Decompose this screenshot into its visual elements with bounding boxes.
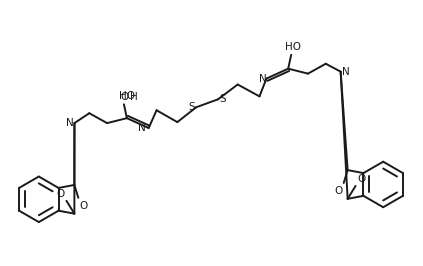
- Text: O: O: [56, 189, 65, 199]
- Text: N: N: [258, 74, 266, 84]
- Text: N: N: [66, 118, 73, 128]
- Text: O: O: [335, 186, 343, 196]
- Text: N: N: [342, 67, 349, 77]
- Text: HO: HO: [119, 92, 135, 101]
- Text: S: S: [188, 102, 195, 112]
- Text: H: H: [130, 92, 138, 102]
- Text: O: O: [121, 92, 129, 102]
- Text: O: O: [357, 174, 365, 184]
- Text: HO: HO: [285, 42, 301, 52]
- Text: N: N: [138, 123, 146, 133]
- Text: O: O: [79, 201, 88, 211]
- Text: S: S: [220, 94, 226, 104]
